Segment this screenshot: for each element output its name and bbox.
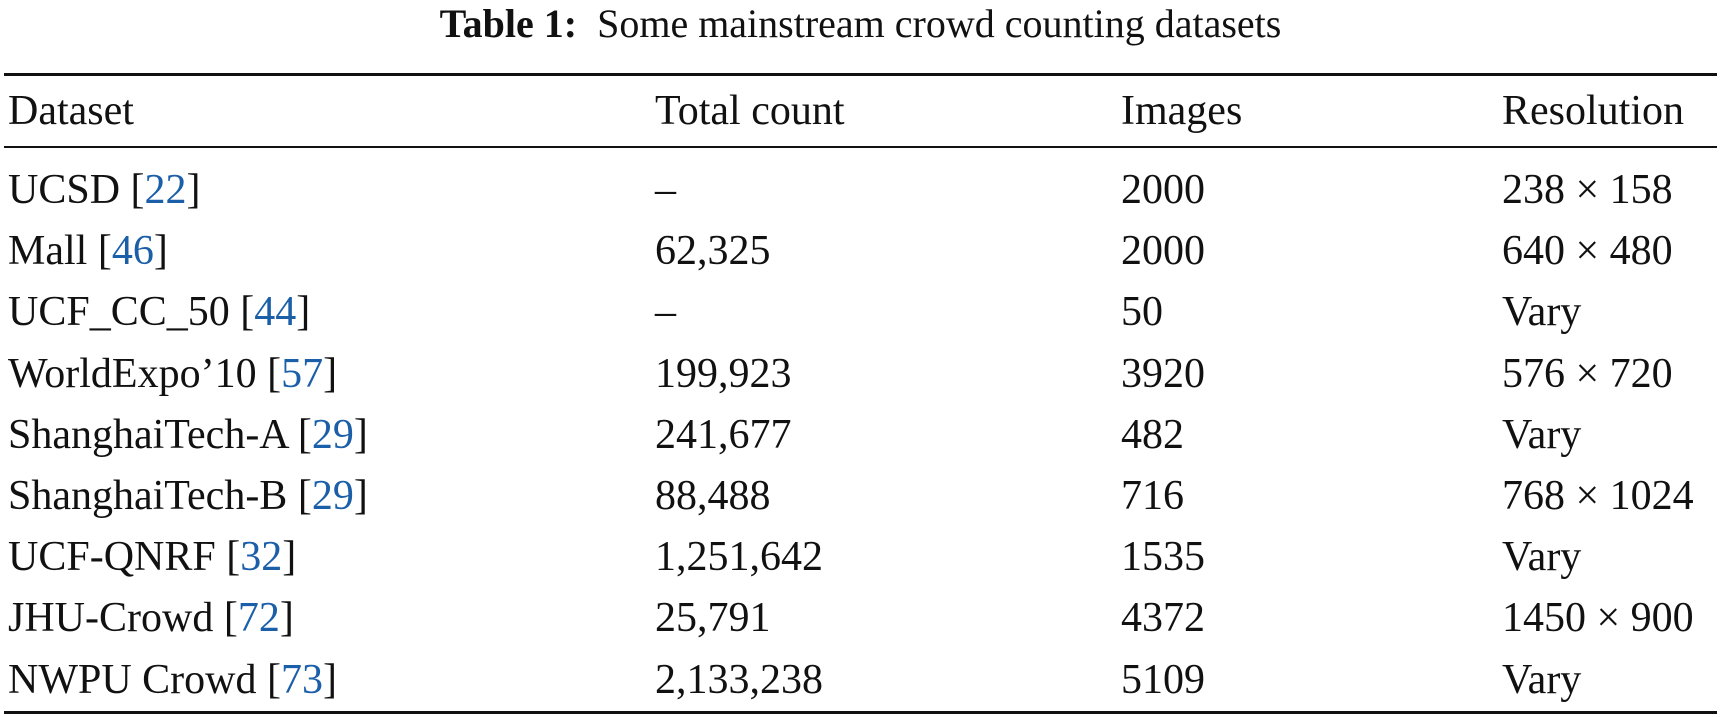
- table-caption-text: Some mainstream crowd counting datasets: [597, 1, 1282, 46]
- table-header-row: Dataset Total count Images Resolution: [0, 80, 1721, 141]
- table-header-rule: [4, 146, 1717, 148]
- cell-total-count: 25,791: [655, 595, 771, 641]
- table-row: UCF_CC_50 [44] – 50 Vary: [0, 281, 1721, 342]
- cell-resolution: Vary: [1502, 657, 1582, 703]
- cell-dataset: UCSD [22]: [8, 167, 201, 213]
- dataset-name: NWPU Crowd: [8, 657, 257, 703]
- cell-dataset: UCF-QNRF [32]: [8, 534, 297, 580]
- cell-dataset: ShanghaiTech-A [29]: [8, 412, 368, 458]
- cell-total-count: 2,133,238: [655, 657, 823, 703]
- cell-dataset: WorldExpo’10 [57]: [8, 351, 338, 397]
- table-row: UCSD [22] – 2000 238 × 158: [0, 159, 1721, 220]
- dataset-name: UCF_CC_50: [8, 289, 230, 335]
- table-row: JHU-Crowd [72] 25,791 4372 1450 × 900: [0, 587, 1721, 648]
- citation-link[interactable]: 46: [111, 228, 154, 274]
- dataset-name: JHU-Crowd: [8, 595, 214, 641]
- cell-resolution: 640 × 480: [1502, 228, 1673, 274]
- header-resolution: Resolution: [1502, 88, 1685, 134]
- cell-resolution: 576 × 720: [1502, 351, 1673, 397]
- cell-dataset: ShanghaiTech-B [29]: [8, 473, 368, 519]
- cell-images: 3920: [1121, 351, 1205, 397]
- header-total-count: Total count: [655, 88, 845, 134]
- citation-link[interactable]: 29: [311, 412, 354, 458]
- dataset-name: UCSD: [8, 167, 121, 213]
- cell-resolution: 768 × 1024: [1502, 473, 1694, 519]
- cell-resolution: Vary: [1502, 534, 1582, 580]
- citation-link[interactable]: 73: [281, 657, 323, 703]
- cell-total-count: 241,677: [655, 412, 792, 458]
- citation-link[interactable]: 72: [237, 595, 280, 641]
- citation-link[interactable]: 32: [240, 534, 283, 580]
- table-row: UCF-QNRF [32] 1,251,642 1535 Vary: [0, 526, 1721, 587]
- table-row: ShanghaiTech-B [29] 88,488 716 768 × 1024: [0, 465, 1721, 526]
- cell-images: 716: [1121, 473, 1184, 519]
- header-dataset: Dataset: [8, 88, 134, 134]
- cell-total-count: 199,923: [655, 351, 792, 397]
- cell-total-count: –: [655, 289, 676, 335]
- table-caption: Table 1: Some mainstream crowd counting …: [0, 0, 1721, 48]
- cell-resolution: Vary: [1502, 412, 1582, 458]
- table-bottom-rule: [4, 711, 1717, 714]
- cell-images: 2000: [1121, 167, 1205, 213]
- cell-resolution: 1450 × 900: [1502, 595, 1694, 641]
- cell-images: 5109: [1121, 657, 1205, 703]
- cell-total-count: 88,488: [655, 473, 771, 519]
- dataset-name: ShanghaiTech-A: [8, 412, 288, 458]
- cell-total-count: 1,251,642: [655, 534, 823, 580]
- table-row: NWPU Crowd [73] 2,133,238 5109 Vary: [0, 649, 1721, 710]
- header-images: Images: [1121, 88, 1243, 134]
- cell-total-count: –: [655, 167, 676, 213]
- cell-images: 482: [1121, 412, 1184, 458]
- cell-images: 2000: [1121, 228, 1205, 274]
- cell-images: 1535: [1121, 534, 1205, 580]
- dataset-name: UCF-QNRF: [8, 534, 216, 580]
- dataset-name: Mall: [8, 228, 88, 274]
- cell-dataset: Mall [46]: [8, 228, 168, 274]
- cell-total-count: 62,325: [655, 228, 771, 274]
- table-top-rule: [4, 73, 1717, 76]
- citation-link[interactable]: 44: [254, 289, 297, 335]
- cell-resolution: Vary: [1502, 289, 1582, 335]
- table-caption-label: Table 1:: [439, 1, 578, 46]
- dataset-name: ShanghaiTech-B: [8, 473, 288, 519]
- citation-link[interactable]: 22: [144, 167, 187, 213]
- cell-resolution: 238 × 158: [1502, 167, 1673, 213]
- table-row: WorldExpo’10 [57] 199,923 3920 576 × 720: [0, 343, 1721, 404]
- cell-dataset: UCF_CC_50 [44]: [8, 289, 311, 335]
- table-row: ShanghaiTech-A [29] 241,677 482 Vary: [0, 404, 1721, 465]
- dataset-name: WorldExpo’10: [8, 351, 257, 397]
- citation-link[interactable]: 57: [281, 351, 324, 397]
- cell-images: 4372: [1121, 595, 1205, 641]
- citation-link[interactable]: 29: [311, 473, 354, 519]
- cell-dataset: NWPU Crowd [73]: [8, 657, 337, 703]
- cell-dataset: JHU-Crowd [72]: [8, 595, 294, 641]
- cell-images: 50: [1121, 289, 1163, 335]
- table-row: Mall [46] 62,325 2000 640 × 480: [0, 220, 1721, 281]
